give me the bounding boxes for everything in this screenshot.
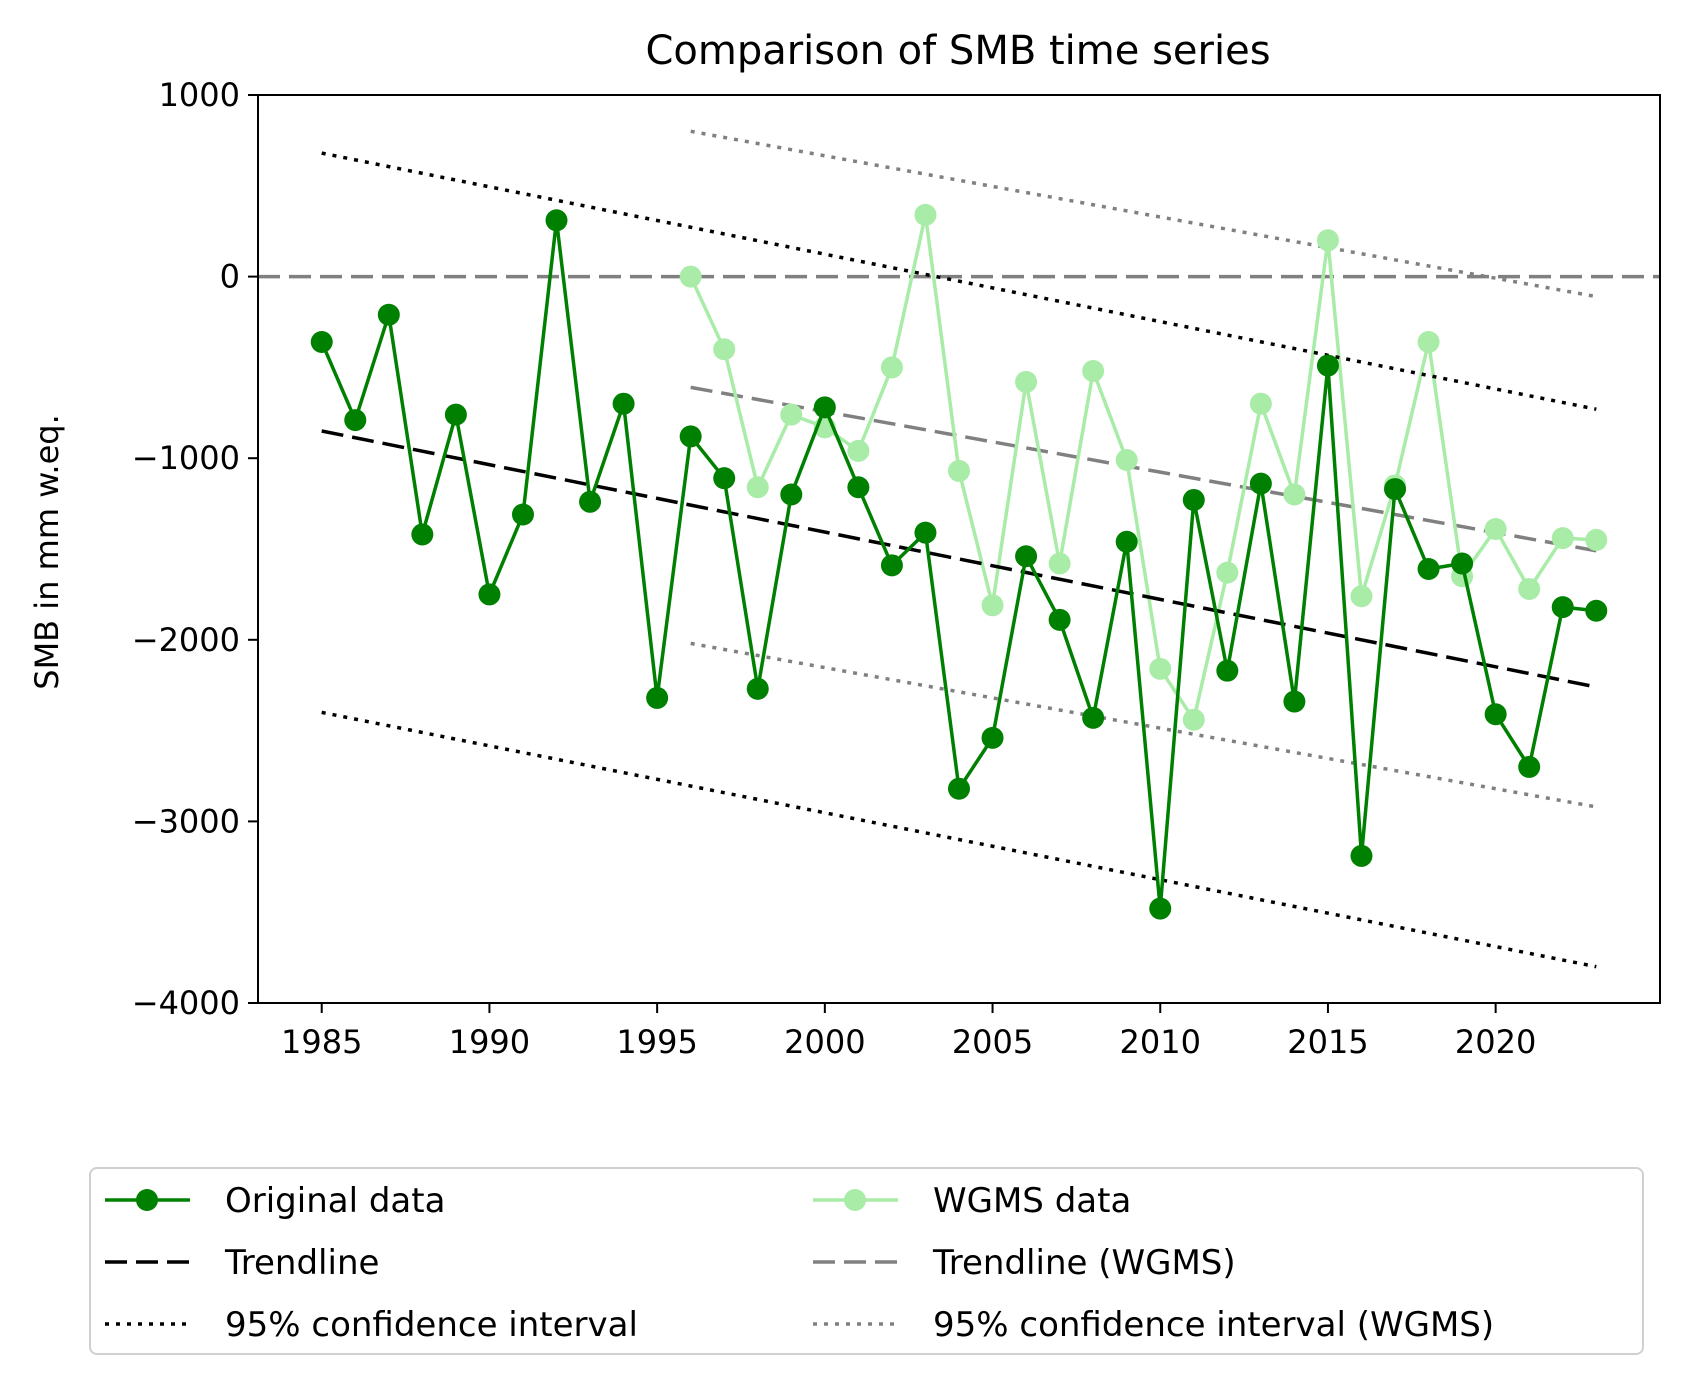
original-data-point: [1316, 354, 1339, 377]
wgms-data-point: [1216, 561, 1239, 584]
wgms-data-point: [1484, 518, 1507, 541]
legend-label-95-confidence-interval: 95% confidence interval: [225, 1305, 638, 1345]
original-data-point: [746, 677, 769, 700]
original-data-point: [1384, 478, 1407, 501]
y-tick-label: −4000: [132, 984, 240, 1022]
legend-label-trendline: Trendline: [224, 1243, 379, 1283]
chart-title: Comparison of SMB time series: [645, 28, 1270, 74]
plot-area: 1985 1990 1995 2000 2005 2010 2015 2020 −4000 −30…: [132, 76, 1661, 1061]
wgms-data-point: [1417, 330, 1440, 353]
95-confidence-interval-wgms-line-upper: [690, 129, 1597, 299]
wgms-data-point: [948, 459, 970, 482]
wgms-data-point: [1249, 392, 1272, 415]
original-data-point: [411, 523, 434, 546]
original-data-point: [1082, 706, 1105, 729]
legend: Original data Trendline 95% confidence int…: [89, 1167, 1644, 1355]
original-data-point: [1048, 608, 1071, 631]
original-data-point: [377, 303, 400, 326]
95-confidence-interval-line-upper: [321, 151, 1597, 411]
original-data-point: [344, 409, 367, 432]
wgms-data-point: [1149, 657, 1172, 680]
legend-label-wgms-data: WGMS data: [933, 1181, 1131, 1221]
y-tick-label: −3000: [132, 802, 240, 840]
wgms-data-point: [1350, 585, 1373, 608]
wgms-data-point: [1015, 370, 1038, 393]
wgms-data-point: [880, 356, 903, 379]
x-tick-label: 2020: [1455, 1023, 1536, 1061]
original-data-point: [880, 554, 903, 577]
wgms-data-point: [1182, 708, 1205, 731]
x-tick-label: 2010: [1120, 1023, 1201, 1061]
original-data-point: [1182, 488, 1205, 511]
original-data-point: [713, 467, 736, 490]
original-data-point: [1015, 545, 1038, 568]
original-data-point: [310, 330, 333, 353]
y-axis-label: SMB in mm w.eq.: [28, 414, 66, 689]
original-data-point: [1417, 557, 1440, 580]
wgms-data-point: [780, 403, 803, 426]
original-data-point: [612, 392, 635, 415]
wgms-data-point: [1115, 449, 1138, 472]
y-tick-label: −1000: [132, 439, 240, 477]
original-data-line: [320, 218, 1597, 911]
legend-label-trendline-wgms: Trendline (WGMS): [932, 1243, 1236, 1283]
x-tick-label: 1990: [449, 1023, 530, 1061]
wgms-data-point: [981, 594, 1004, 617]
legend-label-original-data: Original data: [225, 1181, 445, 1221]
x-tick-label: 2000: [784, 1023, 865, 1061]
original-data-point: [1249, 472, 1272, 495]
wgms-data-point: [1518, 577, 1541, 600]
original-data-point: [780, 483, 803, 506]
original-data-point: [948, 777, 970, 800]
wgms-data-point: [1551, 527, 1574, 550]
original-data-point: [1149, 897, 1172, 920]
original-data-point: [545, 209, 568, 232]
y-tick-label: 0: [220, 258, 240, 296]
original-data-point: [1551, 596, 1574, 619]
95-confidence-interval-line-lower: [321, 710, 1597, 969]
x-tick-label: 2015: [1287, 1023, 1368, 1061]
wgms-data-point: [1048, 552, 1071, 575]
original-data-point: [478, 583, 501, 606]
original-data-point: [847, 476, 870, 499]
wgms-data-line: [689, 213, 1597, 722]
wgms-data-point: [1316, 229, 1339, 252]
original-data-point: [1216, 659, 1239, 682]
x-tick-label: 2005: [952, 1023, 1033, 1061]
y-tick-label: 1000: [159, 76, 240, 114]
plot-marks: [258, 129, 1660, 969]
legend-label-95-confidence-interval-wgms: 95% confidence interval (WGMS): [933, 1305, 1494, 1345]
original-data-point: [646, 686, 669, 709]
axes-frame: [257, 94, 1661, 1004]
original-data-point: [444, 403, 467, 426]
wgms-data-point: [847, 439, 870, 462]
original-data-point: [1283, 690, 1306, 713]
legend-marker-wgms-data: [844, 1189, 866, 1211]
x-tick-label: 1985: [281, 1023, 362, 1061]
y-tick-label: −2000: [132, 621, 240, 659]
original-data-point: [579, 490, 602, 513]
original-data-point: [813, 396, 836, 419]
wgms-data-point: [1283, 483, 1306, 506]
original-data-point: [1585, 599, 1608, 622]
original-data-point: [511, 503, 534, 526]
legend-marker-original-data: [136, 1189, 158, 1211]
wgms-data-point: [713, 338, 736, 361]
original-data-point: [1115, 530, 1138, 553]
x-tick-label: 1995: [616, 1023, 697, 1061]
original-data-point: [1350, 844, 1373, 867]
original-data-point: [679, 425, 702, 448]
wgms-data-point: [1585, 528, 1608, 551]
original-data-point: [1451, 552, 1474, 575]
original-data-point: [1484, 703, 1507, 726]
wgms-data-point: [679, 265, 702, 288]
wgms-data-point: [914, 203, 937, 226]
wgms-data-point: [746, 476, 769, 499]
original-data-point: [981, 726, 1004, 749]
original-data-point: [914, 521, 937, 544]
legend-box: [89, 1167, 1644, 1355]
original-data-point: [1518, 755, 1541, 778]
wgms-data-point: [1082, 360, 1105, 383]
